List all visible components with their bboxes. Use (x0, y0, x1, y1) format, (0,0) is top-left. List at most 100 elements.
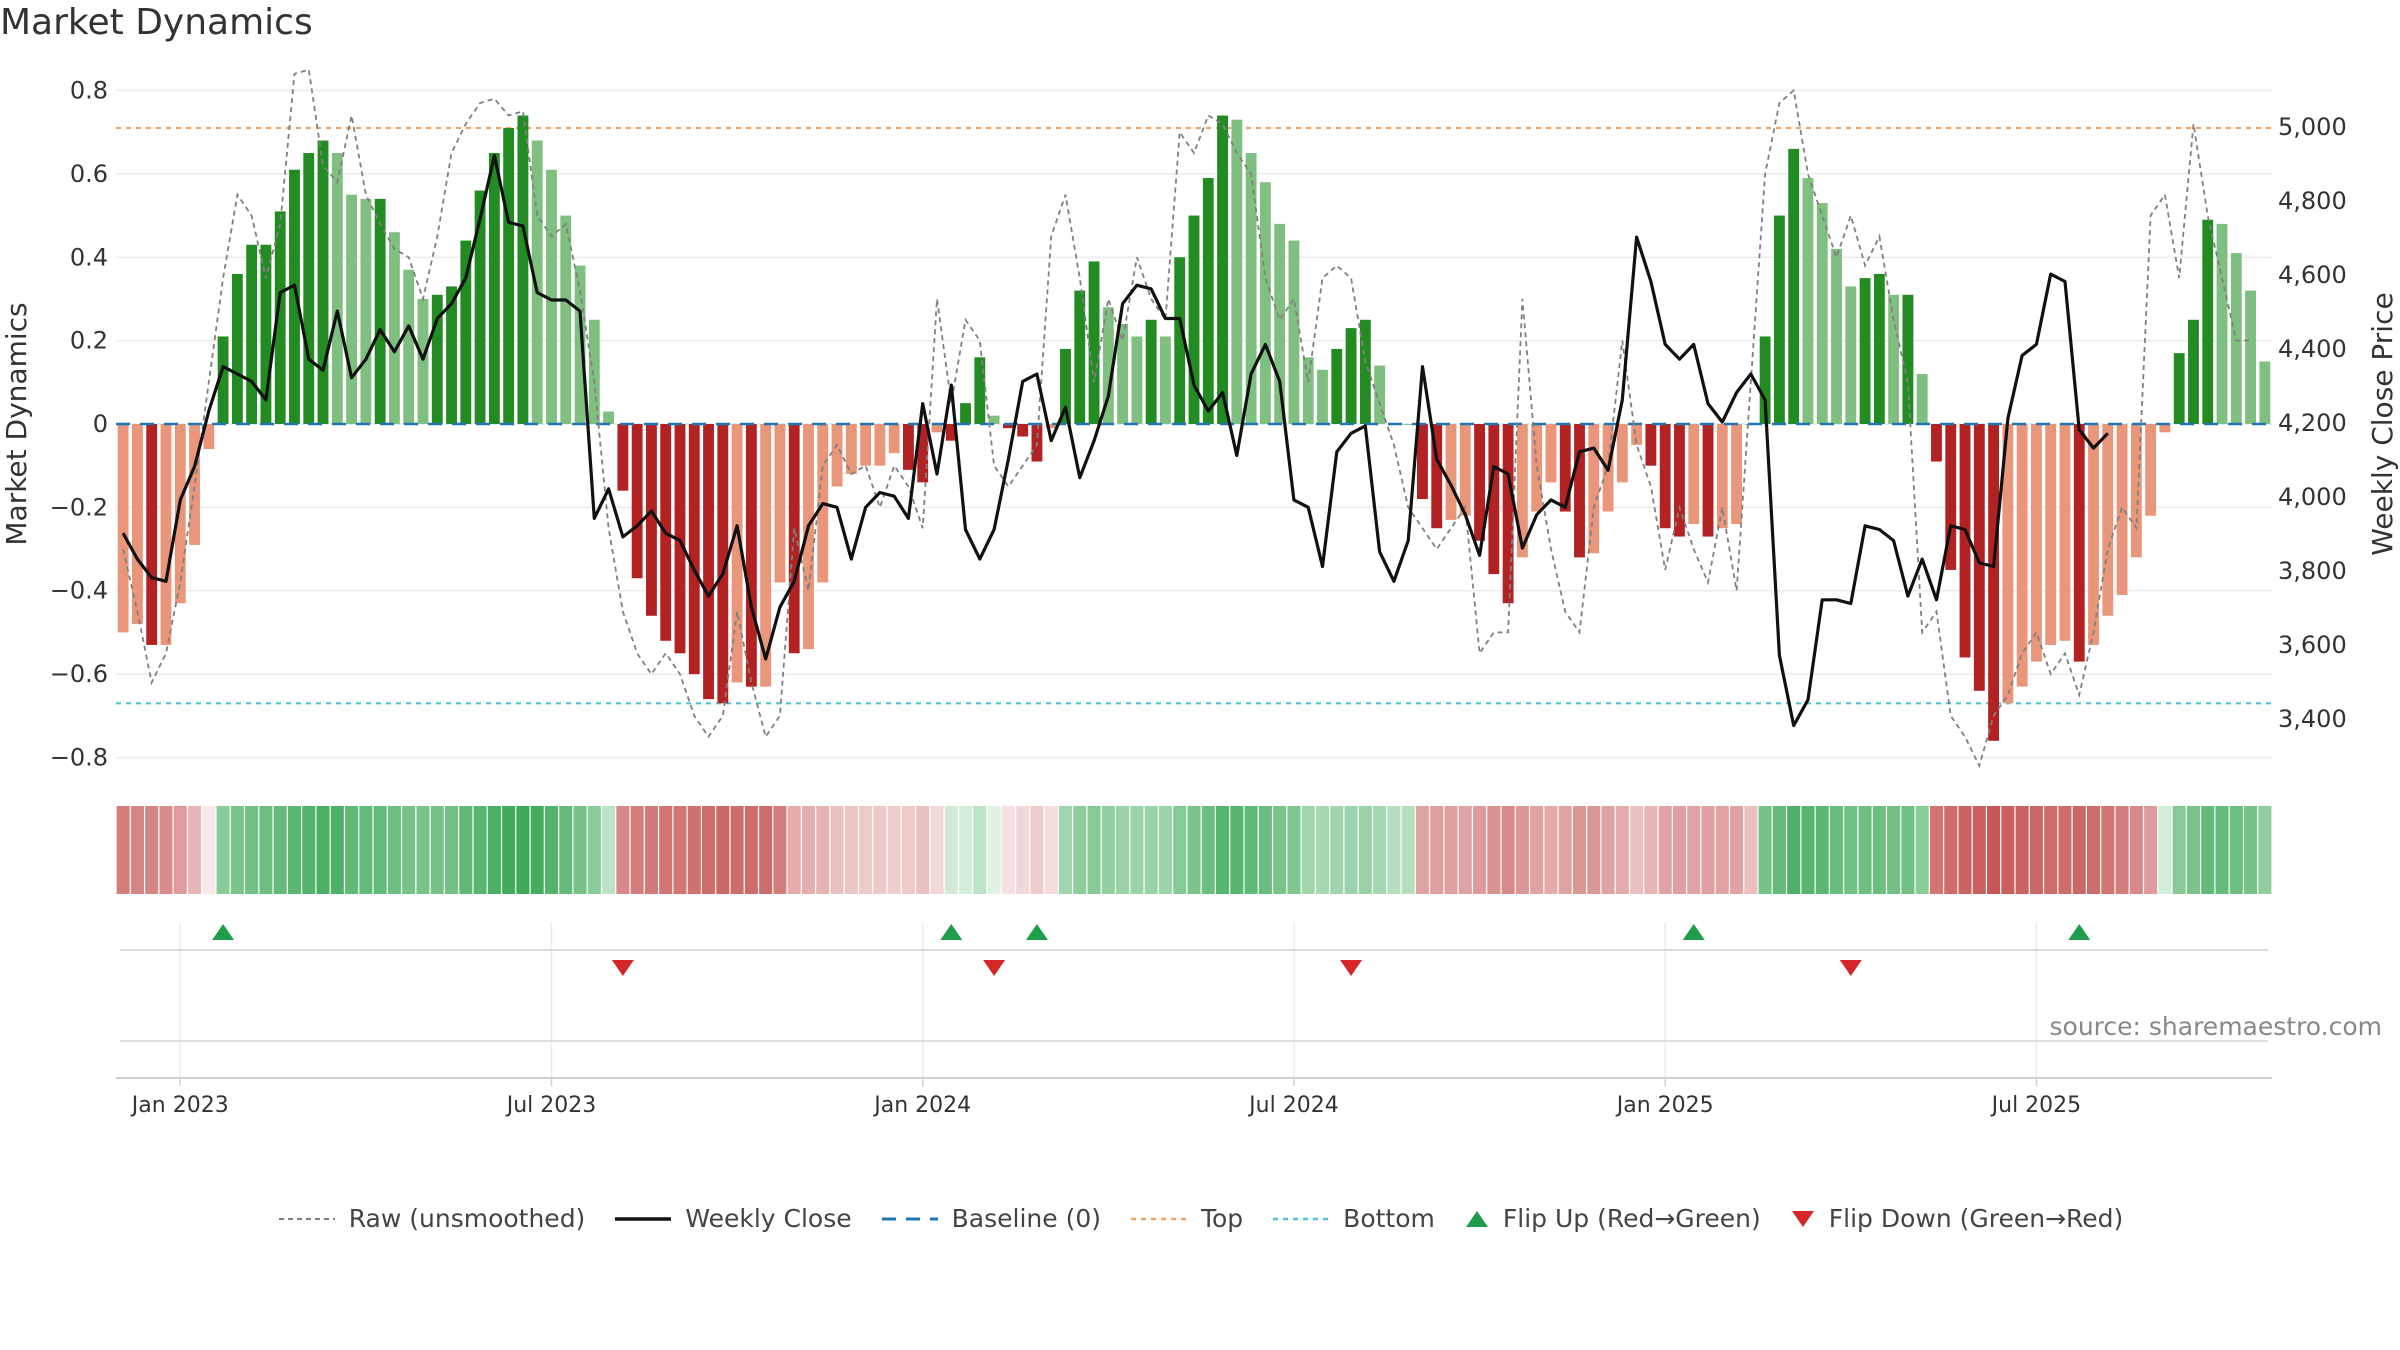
regime-cell (2215, 806, 2229, 894)
legend-label: Raw (unsmoothed) (348, 1204, 586, 1233)
dynamics-bar (1588, 424, 1600, 554)
flip-down-markers (611, 960, 1862, 976)
regime-cell (1044, 806, 1058, 894)
dynamics-bar (1174, 257, 1186, 424)
dynamics-bar (1145, 319, 1157, 424)
regime-cell (2086, 806, 2101, 894)
flip-up-marker (212, 924, 235, 940)
dynamics-bar (1988, 424, 2000, 741)
legend-swatch-flip-down (1791, 1210, 1814, 1227)
regime-cell (687, 806, 701, 894)
regime-cell (1515, 806, 1529, 894)
y2-tick-label: 3,400 (2278, 705, 2347, 733)
regime-cell (373, 806, 387, 894)
regime-cell (2015, 806, 2029, 894)
regime-cell (559, 806, 573, 894)
chart-legend: Raw (unsmoothed) Weekly Close Baseline (0)… (0, 1204, 2400, 1233)
regime-cell (544, 806, 559, 894)
dynamics-bar (460, 240, 472, 424)
regime-cell (1901, 806, 1915, 894)
dynamics-bar (1045, 424, 1057, 429)
regime-cell (930, 806, 944, 894)
dynamics-bar (403, 269, 415, 424)
dynamics-bar (2202, 219, 2214, 424)
y-tick-label: 0.4 (70, 243, 108, 271)
legend-label: Flip Down (Green→Red) (1828, 1204, 2124, 1233)
dynamics-bar (431, 294, 443, 424)
dynamics-bar (674, 424, 686, 654)
legend-swatch-close (615, 1216, 672, 1221)
regime-cell (2158, 806, 2172, 894)
flip-up-marker (1682, 924, 1705, 940)
legend-swatch-top (1130, 1217, 1187, 1220)
regime-cell (1144, 806, 1158, 894)
dynamics-bar (831, 424, 843, 487)
regime-cell (1458, 806, 1472, 894)
regime-cell (1301, 806, 1315, 894)
legend-swatch-bottom (1273, 1217, 1330, 1220)
y2-tick-label: 3,800 (2278, 557, 2347, 585)
regime-cell (1258, 806, 1272, 894)
regime-cell (602, 806, 616, 894)
regime-cell (1244, 806, 1258, 894)
dynamics-bar (1873, 273, 1885, 424)
regime-cell (1844, 806, 1858, 894)
dynamics-bar (1088, 261, 1100, 424)
regime-cell (673, 806, 687, 894)
dynamics-bar (1359, 319, 1371, 424)
dynamics-bar (2073, 424, 2085, 662)
regime-cell (859, 806, 873, 894)
regime-cell (302, 806, 316, 894)
regime-cell (1487, 806, 1501, 894)
dynamics-bar (546, 169, 557, 424)
regime-cell (1829, 806, 1844, 894)
regime-cell (1501, 806, 1515, 894)
dynamics-bar (2230, 253, 2242, 424)
dynamics-bar (1317, 369, 1328, 424)
dynamics-bar (1474, 424, 1485, 541)
raw-series-line (122, 68, 2251, 769)
dynamics-bar (1502, 424, 1514, 604)
regime-cell (1116, 806, 1130, 894)
dynamics-bar (2030, 424, 2042, 662)
dynamics-bar (1516, 424, 1528, 558)
dynamics-bar (745, 424, 757, 687)
dynamics-bar (1217, 115, 1228, 425)
dynamics-bar (1831, 248, 1842, 424)
regime-cell (2229, 806, 2243, 894)
regime-cell (459, 806, 473, 894)
dynamics-bar (1074, 290, 1086, 424)
regime-cell (744, 806, 758, 894)
regime-cell (345, 806, 359, 894)
regime-cell (644, 806, 658, 894)
dynamics-bar (874, 424, 886, 466)
legend-item-bottom: Bottom (1271, 1204, 1435, 1233)
dynamics-bar (1459, 424, 1471, 516)
regime-cell (1001, 806, 1015, 894)
regime-cell (2044, 806, 2058, 894)
regime-cell (1173, 806, 1187, 894)
regime-cell (1444, 806, 1458, 894)
dynamics-bar (1702, 424, 1714, 537)
regime-cell (1929, 806, 1944, 894)
dynamics-bar (945, 424, 957, 441)
regime-cell (1587, 806, 1601, 894)
dynamics-bar (303, 153, 315, 425)
regime-cell (830, 806, 844, 894)
dynamics-bar (1816, 203, 1828, 424)
dynamics-bar (717, 424, 729, 704)
dynamics-bar (988, 415, 1000, 424)
legend-swatch-baseline (881, 1217, 938, 1220)
regime-cell (2172, 806, 2186, 894)
dynamics-bar (1802, 178, 1814, 424)
regime-cell (187, 806, 202, 894)
regime-cell (1944, 806, 1958, 894)
dynamics-bar (1959, 424, 1971, 658)
regime-cell (416, 806, 430, 894)
legend-item-raw: Raw (unsmoothed) (277, 1204, 586, 1233)
regime-cell (1915, 806, 1929, 894)
regime-cell (202, 806, 216, 894)
y2-tick-label: 4,400 (2278, 335, 2347, 363)
regime-cell (1687, 806, 1701, 894)
dynamics-bar (231, 273, 243, 424)
